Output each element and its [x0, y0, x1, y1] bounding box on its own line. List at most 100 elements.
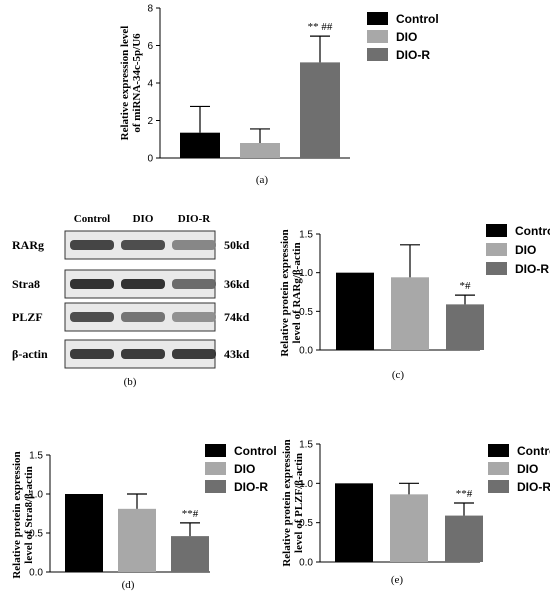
blot-band: [121, 349, 165, 359]
y-tick-label: 0.0: [29, 568, 43, 579]
y-axis-label-line: of miRNA-34c-5p/U6: [131, 33, 143, 133]
legend-label: DIO-R: [517, 480, 550, 494]
blot-band: [70, 312, 114, 322]
blot-band: [172, 312, 216, 322]
significance-label: *#: [460, 280, 472, 292]
y-tick-label: 1.0: [299, 268, 313, 279]
blot-size-label: 74kd: [224, 310, 250, 324]
blot-band: [70, 279, 114, 289]
legend-swatch: [488, 480, 509, 493]
legend-swatch: [486, 224, 507, 237]
legend-swatch: [205, 480, 226, 493]
y-tick-label: 1.5: [29, 451, 43, 462]
legend-swatch: [488, 444, 509, 457]
y-axis-label-line: Relative protein expression: [279, 229, 291, 356]
blot-lane-header: Control: [74, 213, 110, 225]
western-blot-panel: Control DIO DIO-R RARg 50kd Stra8 36kd PLZF 74kd…: [12, 213, 250, 388]
y-tick-label: 6: [147, 41, 153, 52]
legend-label: Control: [517, 444, 550, 458]
panel-caption: (a): [256, 174, 269, 186]
y-tick-label: 1.5: [299, 230, 313, 241]
bar-control: [180, 132, 220, 158]
blot-lane-header: DIO-R: [178, 213, 211, 225]
legend-label: DIO-R: [515, 262, 549, 276]
blot-band: [172, 240, 216, 250]
legend-label: Control: [396, 12, 439, 26]
legend-swatch: [205, 444, 226, 457]
bar-control: [335, 483, 373, 562]
significance-label: **#: [456, 488, 473, 500]
y-tick-label: 0.0: [299, 558, 313, 569]
significance-label: ** ##: [308, 21, 333, 33]
panel-caption: (b): [124, 376, 137, 388]
bar-dio: [390, 494, 428, 562]
y-tick-label: 0.5: [299, 518, 313, 529]
blot-band: [121, 312, 165, 322]
legend-label: DIO: [234, 462, 255, 476]
legend-swatch: [367, 12, 388, 25]
y-axis-label-line: level of RARg/β-actin: [291, 242, 303, 343]
legend-swatch: [486, 243, 507, 256]
legend-label: Control: [234, 444, 277, 458]
y-tick-label: 1.0: [29, 490, 43, 501]
y-axis-label: Relative protein expressionlevel of Stra…: [11, 451, 35, 578]
bar-dio: [240, 143, 280, 158]
legend-swatch: [488, 462, 509, 475]
blot-band: [172, 349, 216, 359]
panel-caption: (d): [122, 579, 135, 591]
y-tick-label: 1.0: [299, 479, 313, 490]
panel-caption: (c): [392, 369, 405, 381]
legend-label: DIO: [396, 30, 417, 44]
bar-control: [65, 494, 103, 572]
y-tick-label: 0.0: [299, 346, 313, 357]
blot-protein-label: PLZF: [12, 310, 43, 324]
y-axis-label: Relative protein expressionlevel of PLZF…: [281, 439, 305, 566]
y-tick-label: 2: [147, 116, 153, 127]
legend-swatch: [367, 48, 388, 61]
blot-band: [121, 240, 165, 250]
blot-protein-label: Stra8: [12, 277, 40, 291]
bar-dio-r: [300, 62, 340, 158]
bar-dio: [118, 508, 156, 572]
blot-size-label: 50kd: [224, 238, 250, 252]
legend-label: Control: [515, 224, 550, 238]
y-axis-label-line: Relative protein expression: [281, 439, 293, 566]
bar-dio-r: [445, 515, 483, 562]
chart-c: 0.0 0.5 1.0 1.5 *# Relative protein expressio…: [279, 224, 550, 381]
y-axis-label-line: level of Stra8/β-actin: [23, 466, 35, 563]
legend-label: DIO: [515, 243, 536, 257]
blot-protein-label: RARg: [12, 238, 44, 252]
blot-band: [121, 279, 165, 289]
legend-label: DIO-R: [234, 480, 268, 494]
blot-band: [172, 279, 216, 289]
blot-lane-header: DIO: [133, 213, 154, 225]
legend-swatch: [486, 262, 507, 275]
y-axis-label-line: Relative expression level: [119, 26, 131, 141]
blot-band: [70, 349, 114, 359]
blot-size-label: 43kd: [224, 347, 250, 361]
y-tick-label: 0.5: [29, 529, 43, 540]
y-tick-label: 8: [147, 4, 153, 15]
legend-swatch: [205, 462, 226, 475]
legend-label: DIO-R: [396, 48, 430, 62]
blot-band: [70, 240, 114, 250]
chart-a: 0 2 4 6 8 ** ## Relative expression levelof mi…: [119, 4, 439, 187]
significance-label: **#: [182, 508, 199, 520]
y-tick-label: 1.5: [299, 440, 313, 451]
y-tick-label: 0: [147, 154, 153, 165]
y-axis-label-line: level of PLZF/β-actin: [293, 453, 305, 553]
y-tick-label: 4: [147, 79, 153, 90]
blot-size-label: 36kd: [224, 277, 250, 291]
legend-label: DIO: [517, 462, 538, 476]
bar-dio: [391, 277, 429, 350]
blot-protein-label: β-actin: [12, 347, 48, 361]
y-axis-label-line: Relative protein expression: [11, 451, 23, 578]
y-tick-label: 0.5: [299, 307, 313, 318]
panel-caption: (e): [391, 574, 404, 586]
bar-control: [336, 272, 374, 350]
y-axis-label: Relative expression levelof miRNA-34c-5p…: [119, 26, 143, 141]
y-axis-label: Relative protein expressionlevel of RARg…: [279, 229, 303, 356]
bar-dio-r: [446, 304, 484, 350]
chart-e: 0.0 0.5 1.0 1.5 **# Relative protein expressi…: [281, 439, 550, 586]
